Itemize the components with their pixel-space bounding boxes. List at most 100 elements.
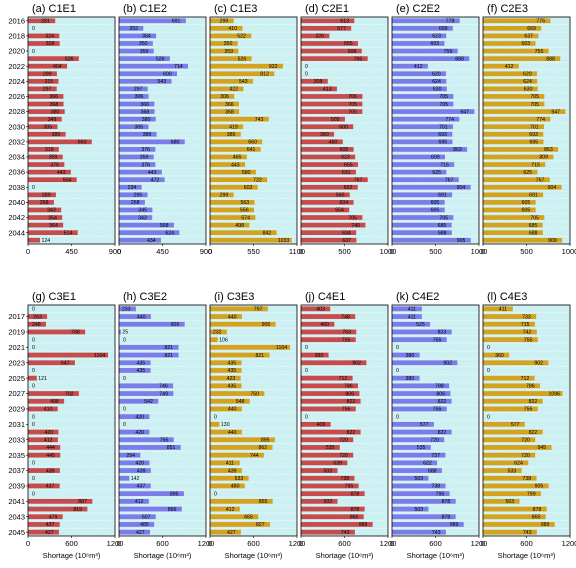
bar <box>392 352 420 358</box>
bar-value-label: 427 <box>136 530 145 536</box>
bar-value-label: 445 <box>46 453 55 459</box>
year-tick-label: 2041 <box>8 497 25 506</box>
bar-value-label: 699 <box>439 26 448 32</box>
bar <box>28 230 78 235</box>
bar <box>119 445 181 450</box>
bar <box>301 445 340 450</box>
bar <box>119 41 153 46</box>
bar <box>392 483 446 489</box>
bar <box>119 26 144 31</box>
bar-value-label: 563 <box>241 200 250 206</box>
bar <box>119 398 159 404</box>
bar <box>483 321 535 327</box>
bar-value-label: 0 <box>32 307 35 313</box>
bar <box>119 162 156 167</box>
year-tick-label: 2040 <box>8 198 25 207</box>
bar-value-label: 714 <box>174 64 183 70</box>
bar-value-label: 299 <box>220 19 229 25</box>
bar-value-label: 526 <box>65 56 74 62</box>
bar-value-label: 503 <box>323 499 332 505</box>
bar-value-label: 507 <box>142 515 151 521</box>
bar <box>119 498 149 504</box>
bar-value-label: 315 <box>44 79 53 85</box>
bar-value-label: 443 <box>57 170 66 176</box>
bar-value-label: 600 <box>163 71 172 77</box>
bar-value-label: 359 <box>140 49 149 55</box>
bar <box>301 184 358 190</box>
bar <box>392 429 452 435</box>
bar-value-label: 411 <box>226 461 234 467</box>
bar-value-label: 130 <box>221 422 230 428</box>
bar <box>119 475 130 481</box>
bar-value-label: 411 <box>499 307 507 313</box>
bar <box>119 78 172 84</box>
bar-value-label: 743 <box>255 117 264 123</box>
bar-value-label: 878 <box>442 515 451 521</box>
bar-value-label: 0 <box>32 491 35 497</box>
bar <box>483 460 529 466</box>
bar <box>28 139 92 145</box>
bar <box>301 468 338 473</box>
bar-value-label: 412 <box>44 438 53 444</box>
bar <box>301 314 356 319</box>
bar <box>119 321 185 327</box>
bar-value-label: 435 <box>137 361 146 367</box>
panel-c2e2: 7786996236037558884126206246307057059477… <box>390 3 487 256</box>
bar-value-label: 420 <box>135 414 144 420</box>
bar-value-label: 624 <box>432 79 441 85</box>
bar-value-label: 705 <box>530 215 539 221</box>
bar-value-label: 778 <box>446 19 455 25</box>
bar <box>28 506 88 512</box>
bar-value-label: 319 <box>45 147 54 153</box>
bar <box>210 321 276 327</box>
bar <box>28 124 58 130</box>
bar-value-label: 268 <box>131 200 140 206</box>
bar-value-label: 343 <box>47 208 56 214</box>
bar-value-label: 743 <box>523 530 532 536</box>
bar-value-label: 542 <box>144 399 153 405</box>
bar-value-label: 389 <box>227 132 236 138</box>
bar <box>392 391 451 396</box>
bar <box>301 207 350 213</box>
bar-value-label: 328 <box>46 41 55 47</box>
bar <box>483 483 549 489</box>
bar <box>483 177 550 183</box>
bar-value-label: 715 <box>521 322 530 328</box>
panel-title: (i) C3E3 <box>214 291 254 303</box>
bar-value-label: 905 <box>535 484 544 490</box>
bar-value-label: 0 <box>32 49 35 55</box>
bar-value-label: 503 <box>323 468 332 474</box>
bar-value-label: 795 <box>436 491 445 497</box>
bar-value-label: 748 <box>341 314 350 320</box>
bar-value-label: 712 <box>521 376 530 382</box>
bar-value-label: 0 <box>396 345 399 351</box>
bar <box>210 131 241 137</box>
panel-c1e3: 2994105223503595269228125434223063663687… <box>208 3 305 256</box>
bar <box>28 437 58 443</box>
bar <box>483 522 555 527</box>
bar <box>392 86 447 92</box>
bar-value-label: 742 <box>523 330 532 336</box>
bar-value-label: 439 <box>46 468 55 474</box>
panel-c4e1: 4037484607637550380902071278680682275504… <box>299 291 396 560</box>
bar-value-label: 895 <box>261 438 270 444</box>
bar <box>301 86 337 92</box>
bar <box>210 48 239 54</box>
bar-value-label: 543 <box>239 79 248 85</box>
bar <box>119 18 186 24</box>
bar-value-label: 822 <box>347 399 356 405</box>
bar-value-label: 376 <box>50 162 59 168</box>
bar-value-label: 906 <box>171 322 180 328</box>
x-tick-label: 600 <box>338 539 351 548</box>
bar <box>301 94 363 99</box>
bar <box>392 33 447 39</box>
bar <box>28 522 60 527</box>
bar-value-label: 698 <box>348 49 357 55</box>
bar <box>392 154 445 160</box>
x-tick-label: 600 <box>429 539 442 548</box>
bar-value-label: 786 <box>344 384 353 390</box>
bar-value-label: 652 <box>344 185 353 191</box>
bar <box>483 86 538 92</box>
bar-value-label: 514 <box>64 230 73 236</box>
